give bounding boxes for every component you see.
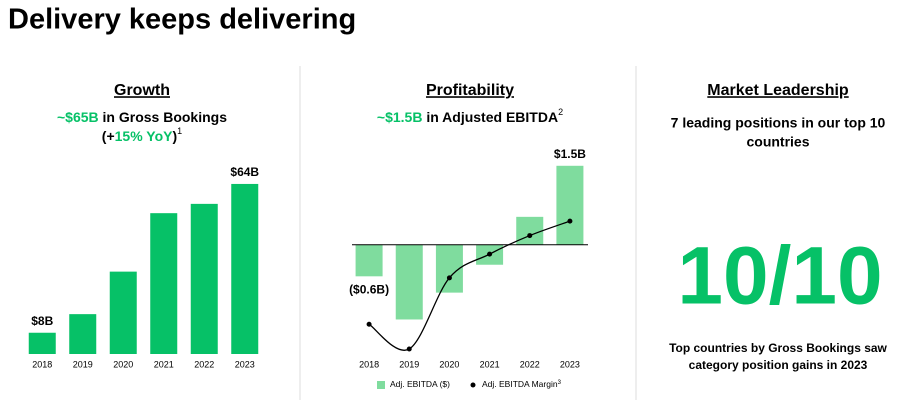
bar <box>28 332 56 354</box>
x-tick-label: 2023 <box>235 359 255 369</box>
x-tick-label: 2018 <box>32 359 52 369</box>
legend-swatch <box>377 381 385 389</box>
chart-title: Growth <box>114 82 170 99</box>
x-tick-label: 2019 <box>399 359 419 369</box>
subtitle-part: 1 <box>177 126 182 136</box>
legend-label: Adj. EBITDA ($) <box>390 379 450 389</box>
subtitle-part: ~$65B <box>57 109 99 125</box>
caption: Top countries by Gross Bookings saw <box>669 341 887 355</box>
bar <box>395 244 423 320</box>
subtitle-part: in Gross Bookings <box>99 109 228 125</box>
subtitle: ~$65B in Gross Bookings <box>57 109 227 125</box>
legend-footnote: 3 <box>558 380 562 386</box>
legend-label: Adj. EBITDA Margin3 <box>482 379 562 389</box>
subtitle-part: 15% YoY <box>115 128 174 144</box>
data-label: $1.5B <box>554 147 586 161</box>
legend-name: Adj. EBITDA ($) <box>390 379 450 389</box>
line-point <box>567 218 573 224</box>
x-tick-label: 2020 <box>113 359 133 369</box>
caption: category position gains in 2023 <box>689 358 868 372</box>
x-tick-label: 2022 <box>520 359 540 369</box>
x-tick-label: 2018 <box>359 359 379 369</box>
line-point <box>487 251 493 257</box>
chart-title: Profitability <box>426 82 514 99</box>
bar <box>556 165 584 245</box>
x-tick-label: 2022 <box>194 359 214 369</box>
bar <box>69 314 97 354</box>
panel-text: 7 leading positions in our top 10 <box>671 115 886 131</box>
data-label: $64B <box>230 165 259 179</box>
slide-title: Delivery keeps delivering <box>8 4 356 36</box>
x-tick-label: 2020 <box>439 359 459 369</box>
subtitle: (+15% YoY)1 <box>102 126 182 143</box>
bar <box>355 244 383 277</box>
legend-name: Adj. EBITDA Margin <box>482 379 558 389</box>
x-tick-label: 2023 <box>560 359 580 369</box>
x-tick-label: 2021 <box>154 359 174 369</box>
bar <box>150 213 178 354</box>
panel-heading: Market Leadership <box>707 82 849 99</box>
x-tick-label: 2019 <box>73 359 93 369</box>
line-point <box>366 321 372 327</box>
subtitle-part: in Adjusted EBITDA <box>422 109 558 125</box>
subtitle-part: ) <box>173 128 178 144</box>
bar <box>190 203 218 354</box>
subtitle-part: (+ <box>102 128 115 144</box>
x-tick-label: 2021 <box>480 359 500 369</box>
data-label: $8B <box>31 314 53 328</box>
bar <box>109 271 137 354</box>
line-point <box>527 233 533 239</box>
subtitle: ~$1.5B in Adjusted EBITDA2 <box>377 107 563 124</box>
bar <box>516 216 544 245</box>
line-point <box>406 346 412 352</box>
bar <box>231 183 259 354</box>
data-label: ($0.6B) <box>349 282 389 296</box>
big-number: 10/10 <box>677 231 882 322</box>
subtitle-part: ~$1.5B <box>377 109 423 125</box>
legend-swatch <box>470 382 476 388</box>
subtitle-part: 2 <box>558 107 563 117</box>
line-point <box>446 275 452 281</box>
panel-text: countries <box>746 134 809 150</box>
